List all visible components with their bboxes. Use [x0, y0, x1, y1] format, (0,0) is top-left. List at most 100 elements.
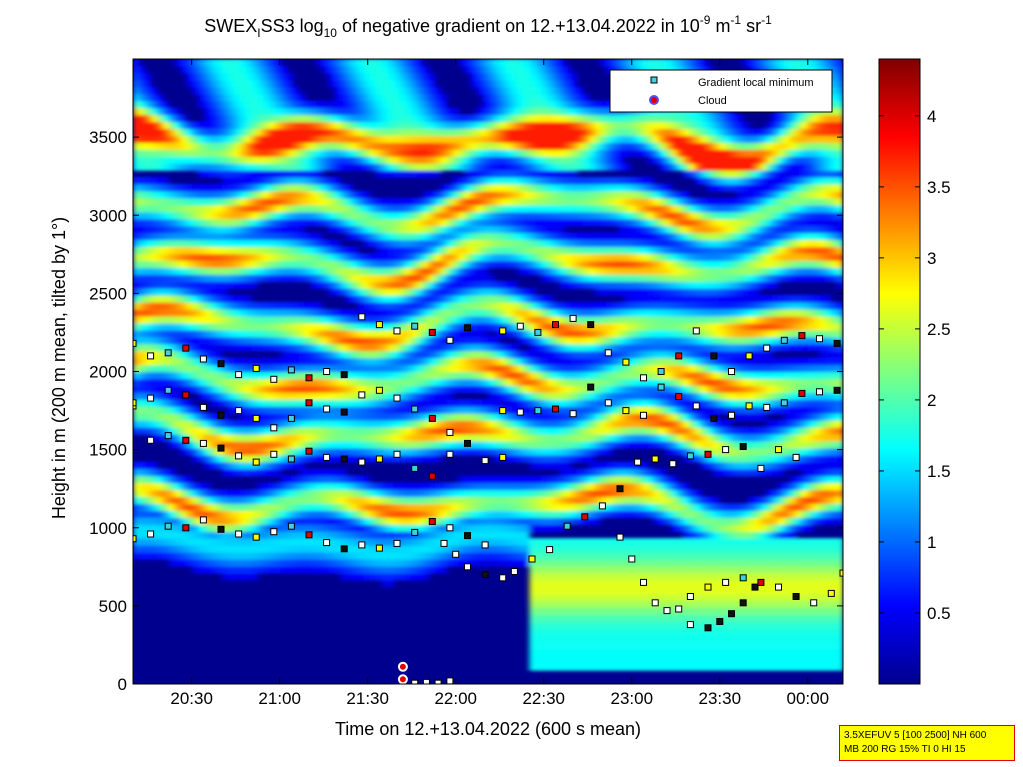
- heatmap-cell: [138, 545, 146, 553]
- heatmap-cell: [351, 204, 359, 213]
- heatmap-cell: [198, 86, 205, 95]
- heatmap-cell: [499, 447, 507, 456]
- heatmap-cell: [209, 357, 217, 366]
- heatmap-cell: [192, 565, 199, 574]
- heatmap-cell: [517, 559, 525, 567]
- heatmap-cell: [417, 447, 424, 456]
- heatmap-cell: [263, 517, 270, 525]
- heatmap-cell: [440, 218, 448, 227]
- heatmap-cell: [328, 218, 335, 227]
- heatmap-cell: [422, 246, 430, 255]
- heatmap-cell: [464, 163, 471, 171]
- heatmap-cell: [363, 163, 371, 171]
- heatmap-cell: [215, 211, 223, 220]
- heatmap-cell: [316, 538, 323, 546]
- heatmap-cell: [393, 302, 400, 310]
- heatmap-cell: [298, 357, 306, 366]
- heatmap-cell: [559, 204, 566, 213]
- heatmap-cell: [559, 336, 566, 345]
- heatmap-cell: [351, 156, 359, 164]
- heatmap-cell: [523, 184, 531, 192]
- heatmap-cell: [541, 413, 548, 421]
- heatmap-cell: [488, 79, 495, 88]
- heatmap-cell: [393, 524, 400, 532]
- heatmap-cell: [482, 218, 489, 227]
- heatmap-cell: [227, 211, 235, 220]
- heatmap-cell: [393, 156, 400, 164]
- heatmap-cell: [334, 246, 341, 255]
- heatmap-cell: [476, 517, 483, 525]
- heatmap-cell: [529, 72, 536, 81]
- heatmap-cell: [411, 538, 418, 546]
- heatmap-cell: [541, 142, 548, 150]
- heatmap-cell: [162, 322, 170, 331]
- heatmap-cell: [458, 364, 465, 373]
- heatmap-cell: [286, 107, 294, 116]
- heatmap-cell: [239, 93, 247, 102]
- heatmap-cell: [464, 385, 471, 393]
- heatmap-cell: [458, 524, 465, 532]
- heatmap-cell: [257, 496, 264, 505]
- heatmap-cell: [411, 114, 418, 123]
- heatmap-cell: [452, 177, 460, 185]
- heatmap-cell: [369, 288, 377, 296]
- heatmap-cell: [559, 253, 566, 261]
- heatmap-cell: [387, 239, 394, 248]
- heatmap-cell: [499, 149, 507, 157]
- heatmap-cell: [452, 343, 460, 352]
- heatmap-cell: [422, 496, 430, 505]
- heatmap-cell: [369, 232, 377, 241]
- heatmap-cell: [292, 149, 300, 157]
- heatmap-cell: [328, 239, 335, 248]
- heatmap-cell: [434, 225, 442, 234]
- heatmap-cell: [215, 517, 223, 525]
- heatmap-cell: [186, 378, 193, 386]
- heatmap-cell: [499, 288, 507, 296]
- heatmap-cell: [162, 503, 170, 511]
- heatmap-cell: [381, 322, 389, 331]
- heatmap-cell: [334, 260, 341, 268]
- heatmap-cell: [470, 385, 477, 393]
- heatmap-cell: [275, 434, 282, 442]
- heatmap-cell: [428, 295, 436, 303]
- heatmap-cell: [499, 420, 507, 428]
- heatmap-cell: [541, 246, 548, 255]
- heatmap-cell: [541, 65, 548, 74]
- heatmap-cell: [357, 496, 365, 505]
- heatmap-cell: [523, 114, 531, 123]
- heatmap-cell: [192, 197, 199, 206]
- heatmap-cell: [393, 413, 400, 421]
- heatmap-cell: [559, 572, 566, 581]
- heatmap-cell: [340, 309, 347, 317]
- heatmap-cell: [476, 524, 483, 532]
- heatmap-cell: [499, 72, 507, 81]
- heatmap-cell: [417, 197, 424, 206]
- heatmap-cell: [263, 440, 270, 449]
- heatmap-cell: [227, 371, 235, 380]
- heatmap-cell: [138, 253, 146, 261]
- heatmap-cell: [192, 218, 199, 227]
- heatmap-cell: [346, 59, 353, 67]
- heatmap-cell: [529, 475, 536, 484]
- heatmap-cell: [180, 302, 187, 310]
- heatmap-cell: [422, 364, 430, 373]
- heatmap-cell: [269, 559, 276, 567]
- heatmap-cell: [446, 322, 454, 331]
- heatmap-cell: [251, 72, 258, 81]
- heatmap-cell: [221, 142, 229, 150]
- heatmap-cell: [269, 392, 276, 400]
- heatmap-cell: [292, 190, 300, 199]
- heatmap-cell: [263, 211, 270, 220]
- heatmap-cell: [428, 135, 436, 143]
- heatmap-cell: [316, 177, 323, 185]
- heatmap-cell: [286, 503, 294, 511]
- heatmap-cell: [251, 274, 258, 282]
- heatmap-cell: [192, 503, 199, 511]
- heatmap-cell: [204, 288, 211, 296]
- heatmap-cell: [310, 531, 318, 539]
- heatmap-cell: [292, 440, 300, 449]
- heatmap-cell: [458, 510, 465, 518]
- heatmap-cell: [227, 517, 235, 525]
- heatmap-cell: [233, 197, 241, 206]
- heatmap-cell: [215, 538, 223, 546]
